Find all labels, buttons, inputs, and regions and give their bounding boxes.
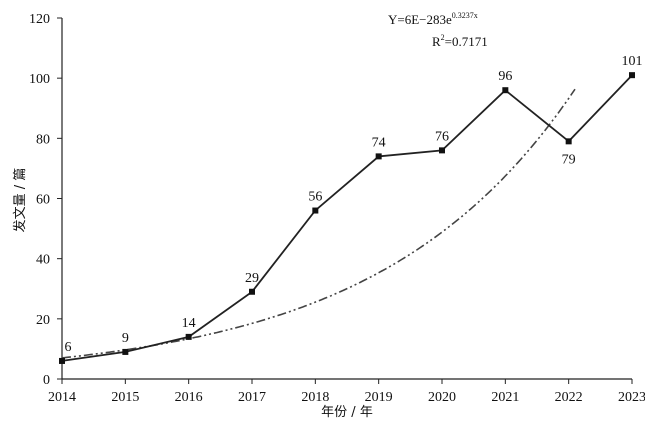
data-label: 101 [622,54,643,69]
data-point-marker [312,207,319,214]
regression-equation: Y=6E−283e0.3237x R2=0.7171 [388,11,488,49]
y-tick-label: 40 [36,253,50,268]
data-label: 74 [372,135,386,150]
series-line [61,74,633,362]
data-label: 29 [245,271,259,286]
y-tick-label: 80 [36,132,50,147]
data-point-marker [185,333,192,340]
data-point-marker [59,357,65,364]
equation-exponent: 0.3237x [452,11,478,20]
x-tick-label: 2014 [48,390,76,405]
y-axis-title: 发文量 / 篇 [12,168,28,233]
data-point-marker [565,138,572,145]
equation-prefix: Y=6E−283e [388,12,452,27]
equation-text: Y=6E−283e0.3237x [388,11,478,27]
data-label: 96 [498,69,512,84]
x-tick-label: 2021 [491,390,519,405]
x-axis-title: 年份 / 年 [321,405,373,420]
y-tick-label: 100 [29,72,50,87]
data-point-marker [375,153,382,160]
data-label: 14 [182,316,196,331]
r2-superscript: 2 [441,33,445,42]
x-ticks: 2014 2015 2016 2017 2018 2019 2020 2021 2022 2023 [48,379,645,405]
y-tick-label: 0 [43,373,50,388]
data-label: 56 [308,190,322,205]
data-label: 76 [435,129,449,144]
x-tick-label: 2015 [111,390,139,405]
x-tick-label: 2018 [301,390,329,405]
trendline-group [61,88,576,359]
data-point-marker [629,72,635,79]
data-point-marker [249,288,255,295]
data-label: 6 [65,340,72,355]
y-tick-label: 120 [29,12,50,27]
x-tick-label: 2019 [365,390,393,405]
data-label: 79 [562,152,576,167]
x-tick-label: 2016 [175,390,203,405]
data-point-marker [439,147,445,154]
y-ticks: 0 20 40 60 80 100 120 [29,12,62,388]
r2-value: =0.7171 [445,34,488,49]
data-labels-group: 6 9 14 29 56 74 76 96 79 101 [65,54,643,355]
trendline-path [61,88,576,359]
x-tick-label: 2023 [618,390,645,405]
x-tick-label: 2022 [555,390,583,405]
r-squared-text: R2=0.7171 [432,33,488,49]
r2-prefix: R [432,34,441,49]
axes [61,18,632,380]
data-label: 9 [122,331,129,346]
data-point-marker [502,87,509,94]
y-tick-label: 20 [36,313,50,328]
x-tick-label: 2020 [428,390,456,405]
data-point-marker [122,348,129,355]
y-tick-label: 60 [36,193,50,208]
series-group [59,72,635,364]
x-tick-label: 2017 [238,390,266,405]
